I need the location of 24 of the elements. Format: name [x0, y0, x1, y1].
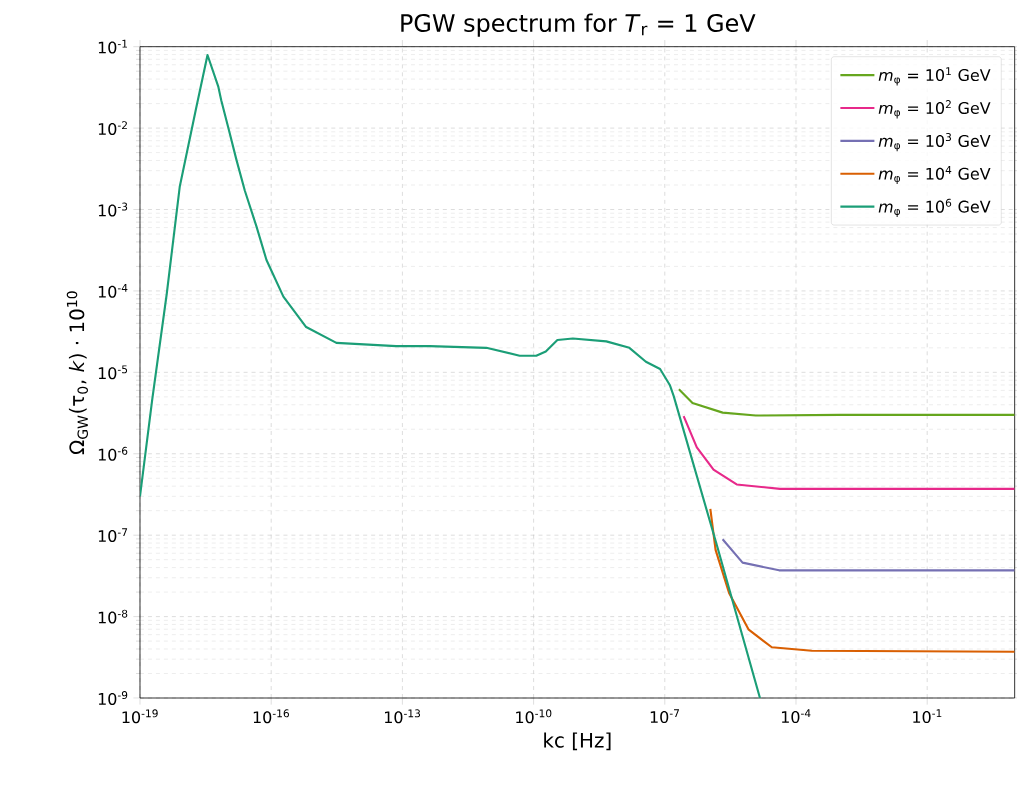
y-tick-label: 10$^{-7}$	[98, 528, 128, 543]
x-tick-label: 10$^{-4}$	[781, 709, 811, 724]
legend-label: m$_{φ}$ = 10$^{6}$ GeV	[878, 198, 991, 218]
x-axis-title: kc [Hz]	[544, 732, 611, 751]
x-tick-label: 10$^{-1}$	[913, 709, 942, 724]
y-tick-label: 10$^{-8}$	[98, 609, 128, 624]
x-tick-label: 10$^{-13}$	[384, 709, 421, 724]
y-tick-label: 10$^{-6}$	[98, 446, 128, 461]
x-tick-label: 10$^{-10}$	[516, 709, 552, 724]
y-tick-label: 10$^{-2}$	[98, 121, 127, 136]
legend-label: m$_{φ}$ = 10$^{2}$ GeV	[878, 100, 991, 119]
legend-label: m$_{φ}$ = 10$^{4}$ GeV	[878, 165, 991, 185]
chart-title: PGW spectrum for T$_{r}$ = 1 GeV	[401, 13, 756, 37]
x-tick-label: 10$^{-7}$	[650, 709, 679, 724]
x-tick-label: 10$^{-19}$	[122, 709, 158, 724]
legend-label: m$_{φ}$ = 10$^{3}$ GeV	[878, 133, 991, 152]
legend-label: m$_{φ}$ = 10$^{1}$ GeV	[878, 67, 991, 86]
x-tick-label: 10$^{-16}$	[253, 709, 289, 724]
y-tick-label: 10$^{-5}$	[98, 365, 128, 380]
y-tick-label: 10$^{-3}$	[98, 202, 128, 217]
y-tick-label: 10$^{-4}$	[98, 284, 128, 298]
y-tick-label: 10$^{-1}$	[98, 39, 128, 54]
y-tick-label: 10$^{-9}$	[98, 691, 128, 705]
y-axis-title: Ω$_{GW}$(τ$_{0}$, k) · 10$^{10}$	[66, 291, 88, 455]
